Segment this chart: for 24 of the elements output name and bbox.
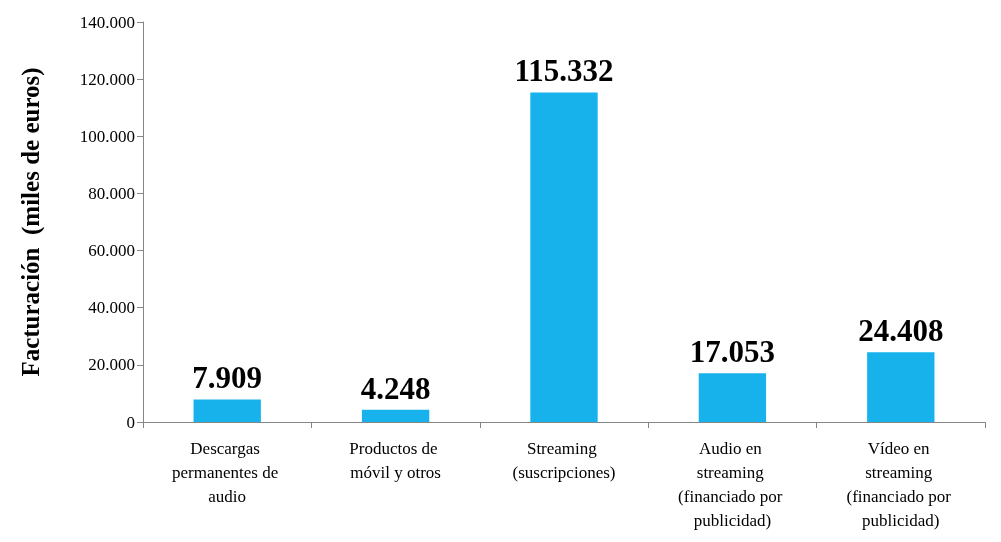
x-tick-label: Descargas permanentes de audio (171, 438, 283, 506)
y-tick-label: 80.000 (88, 183, 135, 203)
data-label: 17.053 (689, 334, 776, 370)
bar (361, 409, 430, 422)
y-tick-label: 0 (126, 412, 135, 432)
x-tick-label: Productos de móvil y otros (349, 438, 442, 482)
bar (698, 373, 767, 422)
y-tick-label: 100.000 (79, 126, 135, 146)
bar (867, 352, 935, 422)
x-tick-label: Vídeo en streaming (financiado por publicidad) (846, 438, 956, 530)
data-label: 4.248 (360, 370, 431, 406)
x-tick-label: Audio en streaming (financiado por publicidad) (678, 438, 787, 530)
y-axis-title: Facturación (miles de euros) (17, 67, 45, 377)
bar (193, 399, 261, 422)
data-label: 115.332 (514, 53, 614, 89)
data-label: 24.408 (858, 313, 944, 349)
data-label: 7.909 (192, 360, 263, 396)
y-tick-label: 60.000 (88, 241, 135, 261)
y-tick-label: 40.000 (88, 298, 135, 318)
y-tick-label: 120.000 (79, 69, 135, 89)
y-tick-label: 20.000 (88, 355, 135, 375)
bar (530, 92, 598, 422)
y-tick-label: 140.000 (79, 12, 135, 32)
x-tick-label: Streaming (suscripciones) (512, 438, 616, 482)
